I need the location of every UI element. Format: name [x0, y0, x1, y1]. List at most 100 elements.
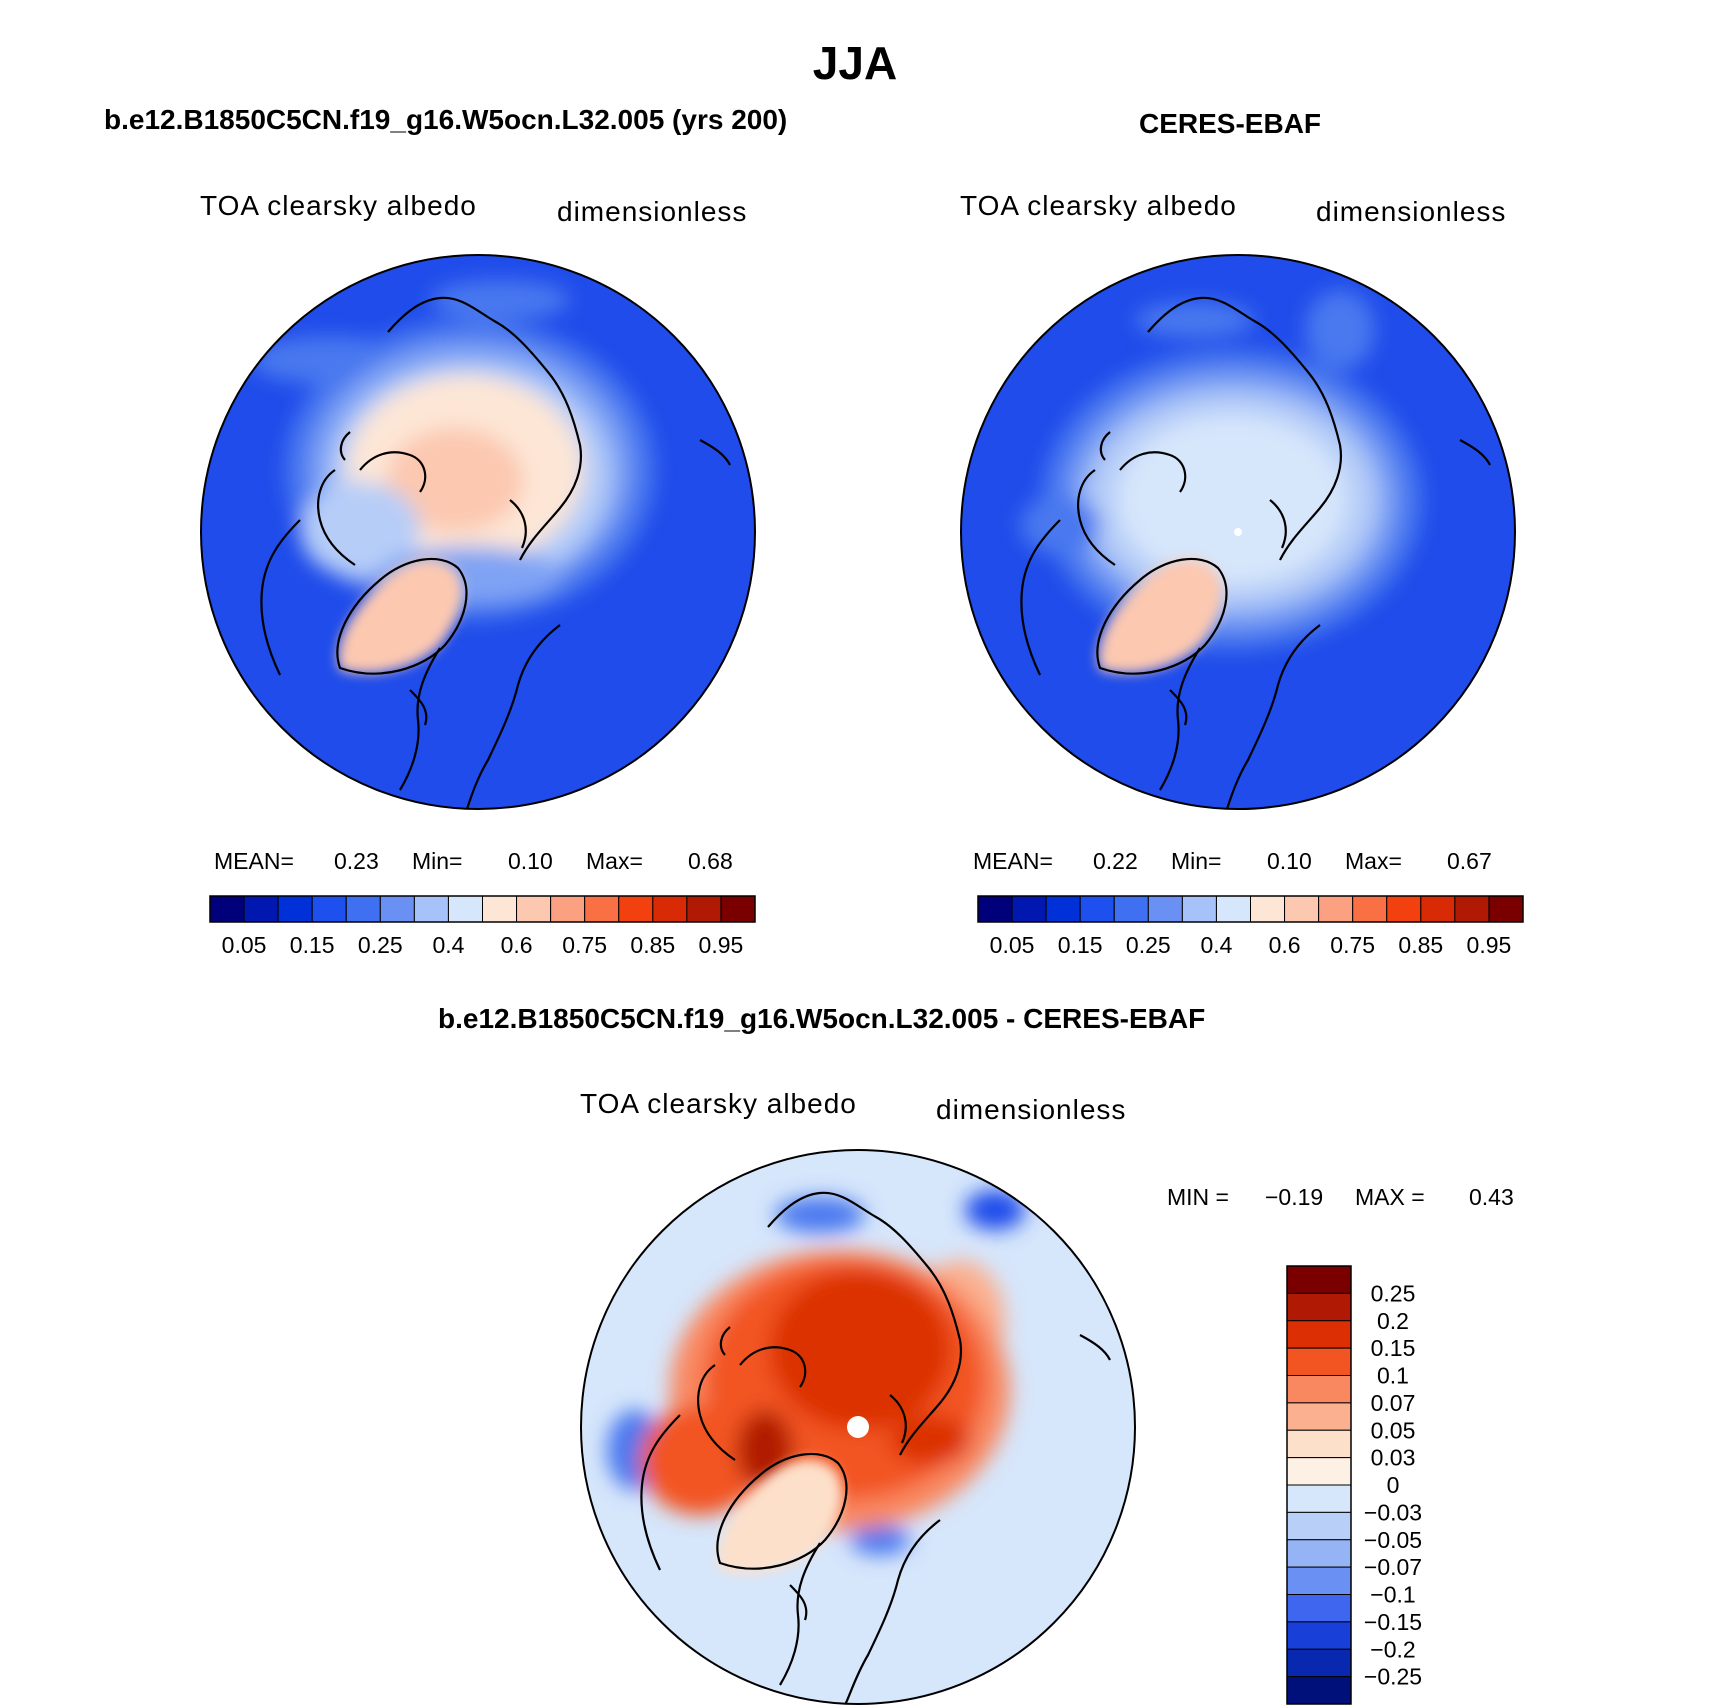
- panel2-colorbar-frame: [977, 895, 1524, 923]
- panel1-colorbar-tick-label: 0.4: [432, 932, 464, 958]
- panel3-colorbar-tick-label: 0.15: [1371, 1335, 1416, 1361]
- panel3-colorbar-swatch: [1286, 1621, 1352, 1650]
- panel1-colorbar-swatch: [311, 895, 347, 923]
- panel2-colorbar-tick-label: 0.15: [1058, 932, 1103, 958]
- panel1-colorbar-swatch: [243, 895, 279, 923]
- panel2-greenland-field: [1098, 559, 1223, 674]
- panel1-colorbar-tick-label: 0.75: [562, 932, 607, 958]
- panel1-colorbar: 0.05 0.15 0.25 0.4 0.6 0.75 0.85 0.95: [209, 895, 756, 958]
- panel1-colorbar-swatch: [550, 895, 586, 923]
- panel3-colorbar-tick-label: −0.05: [1364, 1527, 1422, 1553]
- panel3-units: dimensionless: [936, 1094, 1127, 1125]
- panel3-coastlines: [640, 1191, 1111, 1704]
- panel2-colorbar-swatch: [1488, 895, 1524, 923]
- panel2-title: CERES-EBAF: [1139, 108, 1322, 139]
- panel2-units: dimensionless: [1316, 196, 1507, 227]
- panel1-min-label: Min=: [412, 848, 463, 874]
- panel2-colorbar: 0.05 0.15 0.25 0.4 0.6 0.75 0.85 0.95: [977, 895, 1524, 958]
- panel2-colorbar-swatch: [1011, 895, 1047, 923]
- panel3-colorbar-tick-label: −0.15: [1364, 1609, 1422, 1635]
- panel2-colorbar-tick-label: 0.95: [1467, 932, 1512, 958]
- panel3-colorbar-tick-label: 0.2: [1377, 1308, 1409, 1334]
- panel3-colorbar-swatch: [1286, 1320, 1352, 1349]
- panel1-colorbar-tick-label: 0.6: [501, 932, 533, 958]
- panel3-colorbar-swatch: [1286, 1539, 1352, 1568]
- panel3-colorbar-tick-label: 0.1: [1377, 1363, 1409, 1389]
- panel3-colorbar-swatch: [1286, 1484, 1352, 1513]
- panel2-map: [960, 254, 1516, 810]
- panel3-title: b.e12.B1850C5CN.f19_g16.W5ocn.L32.005 - …: [438, 1003, 1206, 1034]
- panel3-colorbar-tick-label: −0.25: [1364, 1664, 1422, 1690]
- panel3-colorbar-swatch: [1286, 1648, 1352, 1678]
- panel3-colorbar-swatch: [1286, 1566, 1352, 1595]
- panel3-map: [580, 1149, 1136, 1705]
- panel2-colorbar-swatch: [1352, 895, 1388, 923]
- panel2-min-value: 0.10: [1267, 848, 1312, 874]
- panel3-colorbar-tick-label: 0.03: [1371, 1445, 1416, 1471]
- panel1-greenland-field: [338, 559, 463, 674]
- panel1-colorbar-swatch: [720, 895, 756, 923]
- panel1-max-value: 0.68: [688, 848, 733, 874]
- panel1-coastlines: [260, 296, 731, 809]
- panel3-colorbar-tick-label: 0.25: [1371, 1280, 1416, 1306]
- panel1-colorbar-tick-label: 0.05: [222, 932, 267, 958]
- panel3-max-value: 0.43: [1469, 1184, 1514, 1210]
- panel1-colorbar-tick-label: 0.85: [630, 932, 675, 958]
- panel2-colorbar-swatch: [1147, 895, 1183, 923]
- panel1-colorbar-tick-label: 0.15: [290, 932, 335, 958]
- panel1-variable: TOA clearsky albedo: [200, 190, 477, 221]
- panel2-colorbar-swatch: [1215, 895, 1251, 923]
- panel1-colorbar-swatch: [584, 895, 620, 923]
- panel3-greenland-field: [718, 1459, 843, 1574]
- panel3-colorbar-tick-label: −0.2: [1370, 1636, 1415, 1662]
- panel1-mean-value: 0.23: [334, 848, 379, 874]
- panel2-colorbar-swatch: [1079, 895, 1115, 923]
- panel2-colorbar-tick-label: 0.6: [1269, 932, 1301, 958]
- panel1-colorbar-swatch: [447, 895, 483, 923]
- panel3-colorbar-tick-label: 0.07: [1371, 1390, 1416, 1416]
- panel2-colorbar-swatch: [1181, 895, 1217, 923]
- panel2-pole-marker: [1234, 528, 1242, 536]
- panel2-mean-value: 0.22: [1093, 848, 1138, 874]
- panel3-colorbar-swatch: [1286, 1511, 1352, 1541]
- panel2-coastlines: [1020, 296, 1491, 809]
- panel1-min-value: 0.10: [508, 848, 553, 874]
- panel2-colorbar-tick-label: 0.25: [1126, 932, 1171, 958]
- panel2-colorbar-swatch: [1284, 895, 1320, 923]
- panel2-colorbar-tick-label: 0.75: [1330, 932, 1375, 958]
- panel2-colorbar-swatch: [1250, 895, 1286, 923]
- panel1-colorbar-frame: [209, 895, 756, 923]
- panel3-colorbar-tick-label: −0.1: [1370, 1582, 1415, 1608]
- panel3-colorbar-swatch: [1286, 1402, 1352, 1431]
- panel3-colorbar-tick-label: −0.03: [1364, 1499, 1422, 1525]
- panel3-colorbar-swatch: [1286, 1375, 1352, 1404]
- panel1-colorbar-tick-label: 0.25: [358, 932, 403, 958]
- panel1-mean-label: MEAN=: [214, 848, 294, 874]
- panel3-difference-field: [607, 1190, 1025, 1555]
- panel1-units: dimensionless: [557, 196, 748, 227]
- panel3-colorbar-swatch: [1286, 1676, 1352, 1705]
- panel3-colorbar-tick-label: −0.07: [1364, 1554, 1422, 1580]
- panel3-max-label: MAX =: [1355, 1184, 1425, 1210]
- panel1-colorbar-swatch: [413, 895, 449, 923]
- panel3-variable: TOA clearsky albedo: [580, 1088, 857, 1119]
- panel2-max-label: Max=: [1345, 848, 1402, 874]
- panel2-colorbar-swatch: [1318, 895, 1354, 923]
- panel3-colorbar-tick-label: 0.05: [1371, 1417, 1416, 1443]
- panel1-map: [200, 254, 756, 810]
- panel2-mean-label: MEAN=: [973, 848, 1053, 874]
- panel3-colorbar-swatch: [1286, 1265, 1352, 1294]
- panel2-colorbar-swatch: [977, 895, 1013, 923]
- panel1-colorbar-swatch: [209, 895, 245, 923]
- panel2-colorbar-swatch: [1454, 895, 1490, 923]
- panel1-colorbar-swatch: [345, 895, 381, 923]
- panel1-colorbar-swatch: [482, 895, 518, 923]
- panel1-max-label: Max=: [586, 848, 643, 874]
- panel1-colorbar-swatch: [686, 895, 722, 923]
- panel2-colorbar-tick-label: 0.85: [1398, 932, 1443, 958]
- panel2-colorbar-swatch: [1420, 895, 1456, 923]
- panel1-colorbar-swatch: [516, 895, 552, 923]
- panel1-colorbar-swatch: [379, 895, 415, 923]
- panel2-colorbar-swatch: [1113, 895, 1149, 923]
